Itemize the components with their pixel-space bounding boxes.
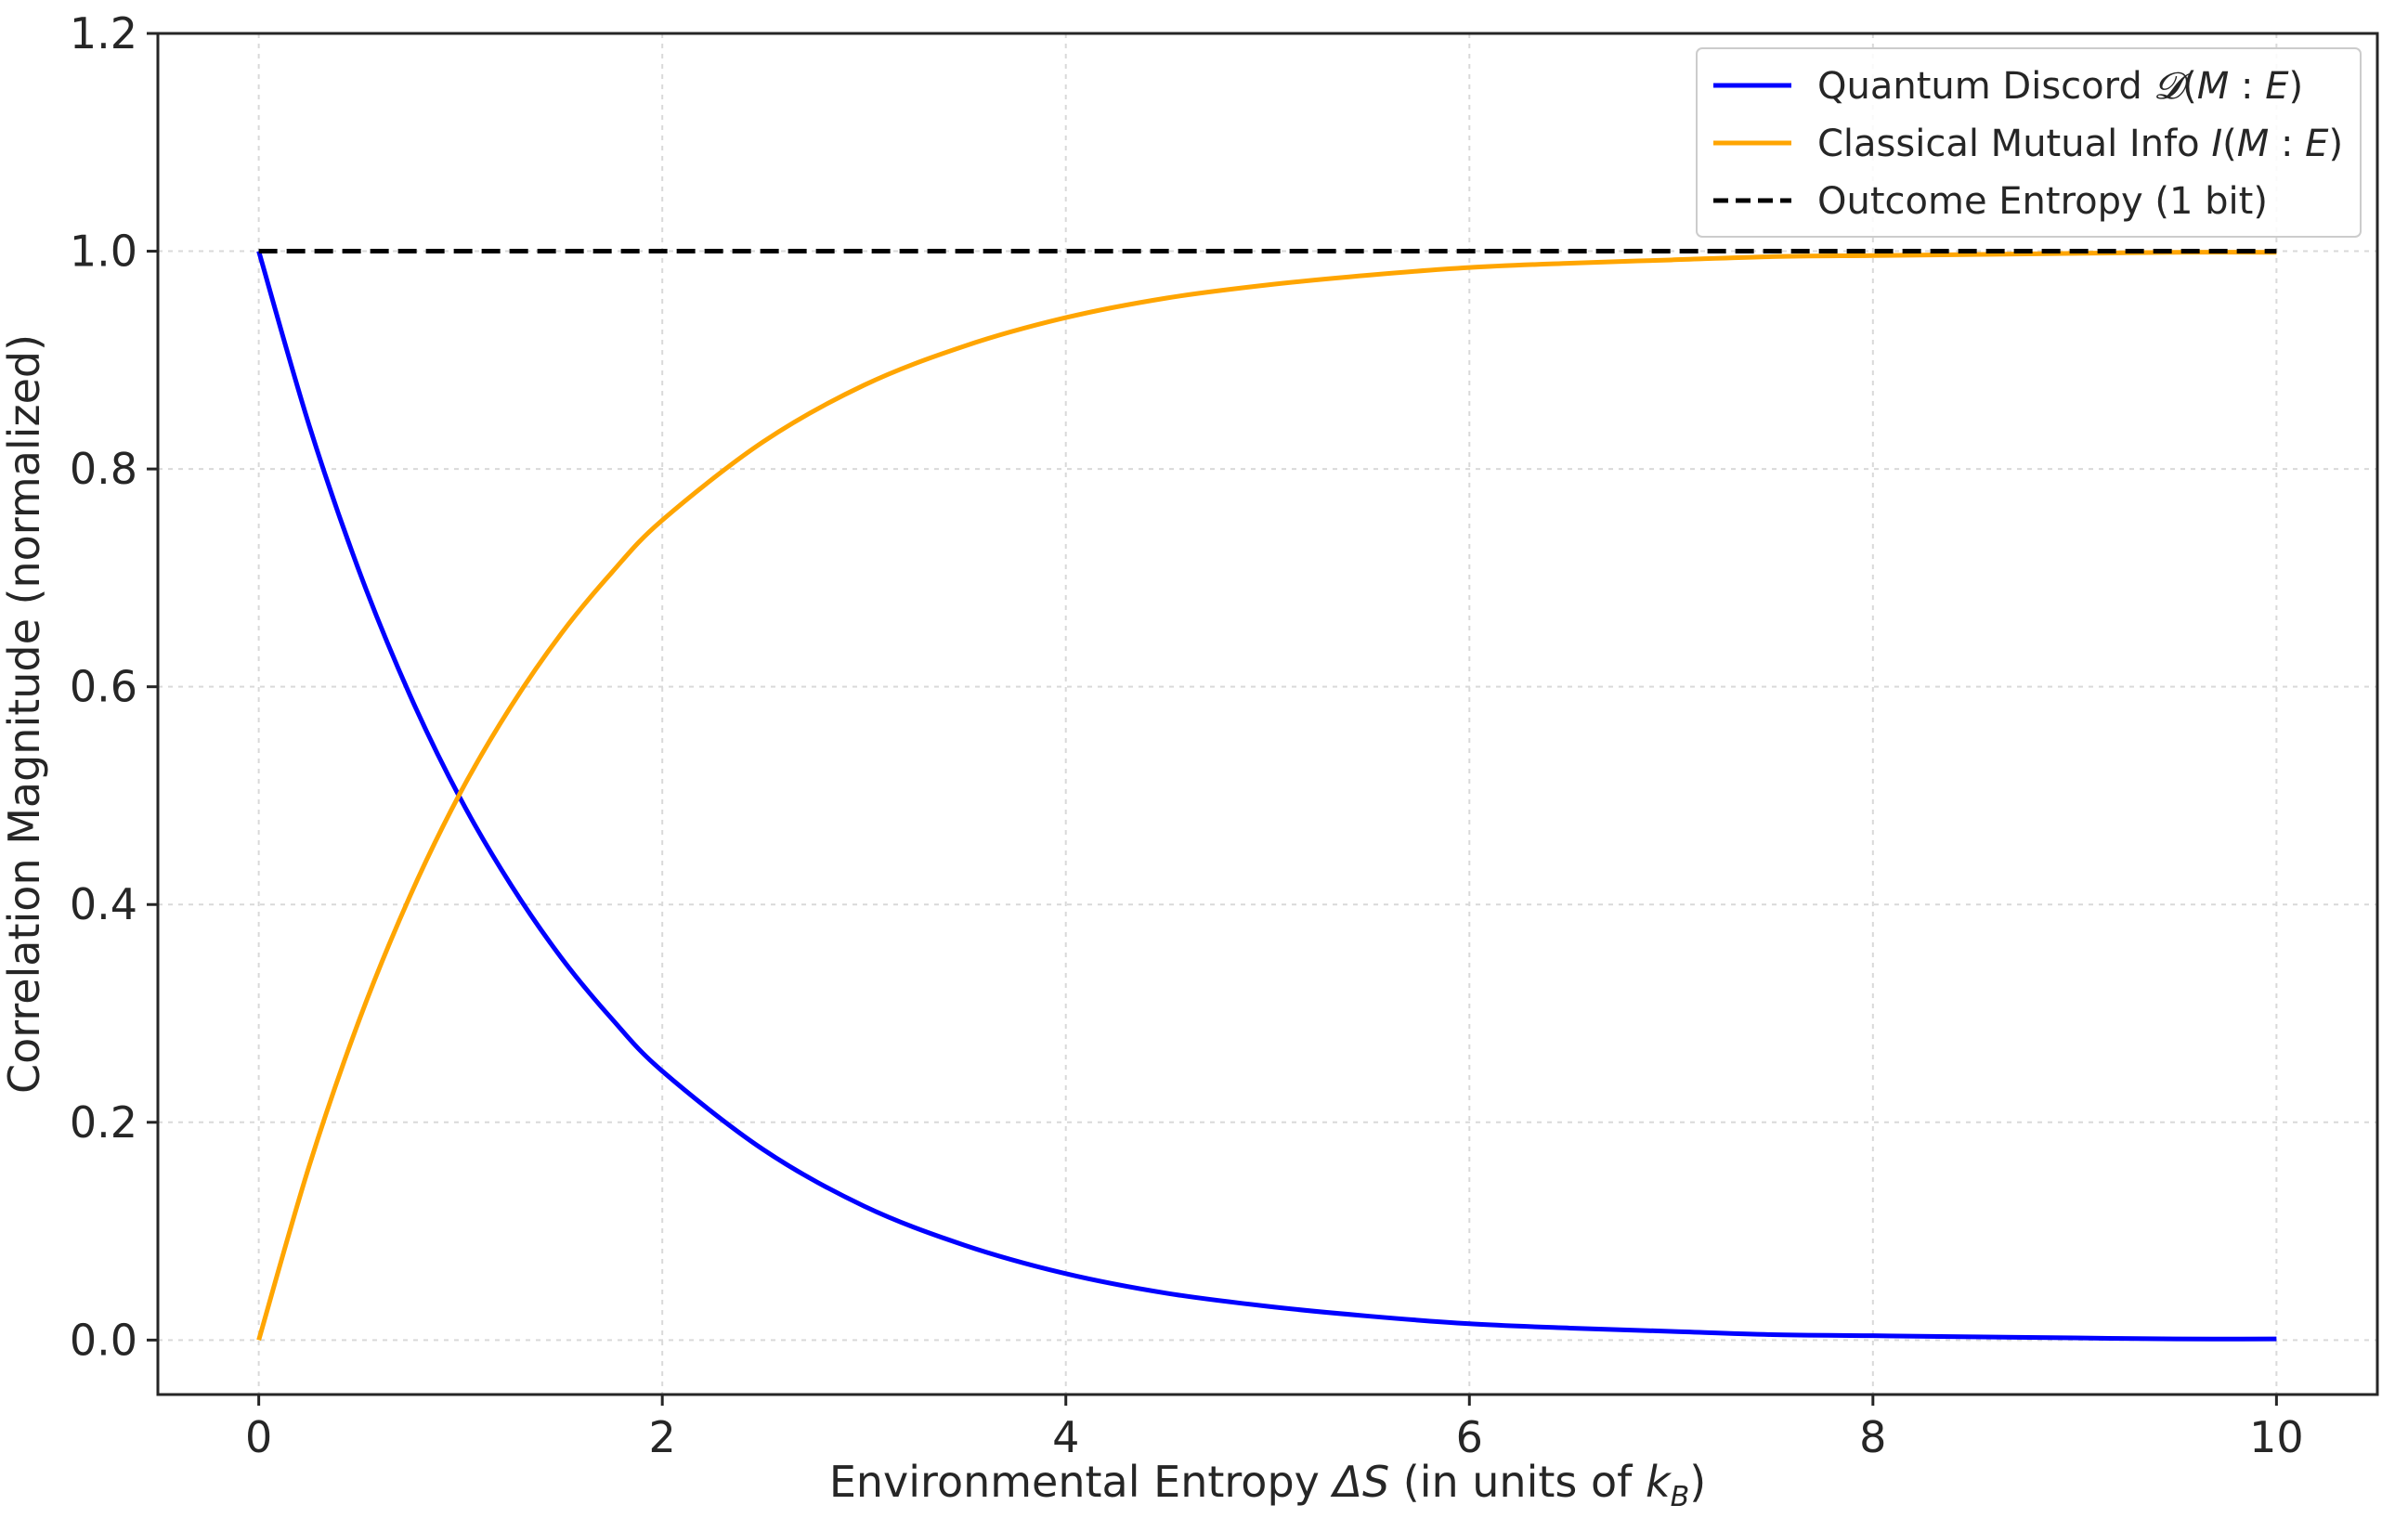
x-axis-label-part: Environmental Entropy — [829, 1457, 1334, 1507]
x-axis-ticks: 0 2 4 6 8 10 — [245, 1395, 2304, 1462]
legend-entry-part: Outcome Entropy (1 bit) — [1817, 180, 2268, 223]
x-tick-label: 4 — [1052, 1412, 1079, 1462]
legend-entry-part: ) — [2328, 123, 2343, 165]
x-tick-label: 6 — [1456, 1412, 1483, 1462]
x-axis-label-part: ) — [1689, 1457, 1706, 1507]
x-tick-label: 0 — [245, 1412, 272, 1462]
legend-entry-part: I — [2211, 123, 2222, 165]
y-tick-label: 0.8 — [70, 444, 137, 494]
legend-entry-part: Classical Mutual Info — [1817, 123, 2211, 165]
legend-entry-part: : — [2269, 123, 2305, 165]
legend: Quantum Discord 𝓓(M : E) Classical Mutual… — [1696, 47, 2362, 238]
legend-entry: Classical Mutual Info I(M : E) — [1817, 123, 2343, 165]
legend-entry-part: M — [2197, 65, 2230, 108]
legend-box — [1696, 47, 2362, 238]
legend-entry-part: ) — [2288, 65, 2303, 108]
x-tick-label: 2 — [649, 1412, 676, 1462]
x-axis-label-part: k — [1646, 1457, 1673, 1507]
y-tick-label: 0.2 — [70, 1097, 137, 1148]
legend-entry-part: E — [2305, 123, 2329, 165]
legend-entry-part: Quantum Discord — [1817, 65, 2154, 108]
y-axis-ticks: 0.0 0.2 0.4 0.6 0.8 1.0 1.2 — [70, 8, 158, 1365]
y-tick-label: 0.0 — [70, 1315, 137, 1365]
series-line-0 — [256, 250, 2277, 1342]
legend-entry-part: ( — [2222, 123, 2237, 165]
x-tick-label: 8 — [1859, 1412, 1886, 1462]
legend-entry: Quantum Discord 𝓓(M : E) — [1817, 65, 2303, 108]
y-tick-label: 1.2 — [70, 8, 137, 58]
legend-entry-part: ( — [2182, 65, 2197, 108]
axes-frame — [156, 32, 2379, 1396]
legend-entry-part: M — [2237, 123, 2270, 165]
x-tick-label: 10 — [2249, 1412, 2304, 1462]
legend-entry-part: E — [2265, 65, 2289, 108]
x-axis-label-part: (in units of — [1389, 1457, 1646, 1507]
series-lines — [256, 249, 2277, 1342]
y-axis-label: Correlation Magnitude (normalized) — [0, 334, 49, 1094]
x-axis-label-part: ΔS — [1330, 1457, 1389, 1507]
x-axis-label-part: B — [1671, 1481, 1690, 1513]
y-tick-label: 0.4 — [70, 879, 137, 929]
y-tick-label: 1.0 — [70, 227, 137, 277]
legend-entry-part: : — [2229, 65, 2265, 108]
legend-entry: Outcome Entropy (1 bit) — [1817, 180, 2268, 223]
series-line-1 — [256, 250, 2277, 1342]
y-tick-label: 0.6 — [70, 662, 137, 712]
x-axis-label: Environmental Entropy ΔS (in units of kB… — [829, 1457, 1706, 1513]
